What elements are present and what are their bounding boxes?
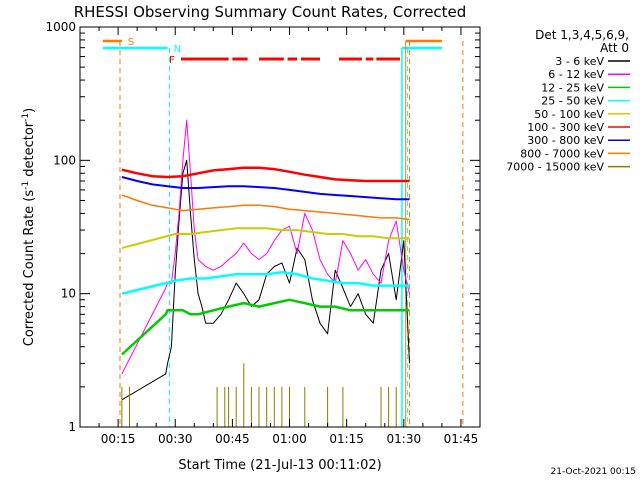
x-axis: 00:15 00:30 00:45 01:00 01:15 01:30 01:45 — [79, 27, 481, 446]
y-axis: 1 10 100 1000 — [45, 20, 480, 434]
x-tick-label: 01:00 — [272, 432, 307, 446]
series-line-8 — [121, 363, 397, 427]
series-line-7 — [121, 194, 410, 221]
chart-title: RHESSI Observing Summary Count Rates, Co… — [74, 3, 467, 21]
x-axis-label: Start Time (21-Jul-13 00:11:02) — [178, 458, 381, 473]
series-line-2 — [121, 298, 410, 356]
y-tick-label: 1000 — [45, 20, 76, 34]
y-tick-label: 1 — [68, 420, 76, 434]
series-line-4 — [121, 227, 410, 249]
legend-header-attenuator: Att 0 — [600, 41, 629, 55]
legend-label: 3 - 6 keV — [555, 55, 604, 68]
legend-label: 50 - 100 keV — [534, 108, 604, 121]
y-tick-label: 10 — [61, 287, 76, 301]
y-axis-label: Corrected Count Rate (s-1 detector-1) — [21, 108, 37, 346]
annotation-layer: S NF — [102, 37, 464, 427]
legend-label: 6 - 12 keV — [548, 68, 604, 81]
legend-header-detectors: Det 1,3,4,5,6,9, — [535, 28, 629, 42]
series-layer — [121, 119, 410, 427]
legend-label: 800 - 7000 keV — [520, 147, 604, 160]
series-line-6 — [121, 176, 410, 201]
flare-label: F — [169, 55, 175, 66]
series-line-1 — [121, 119, 410, 375]
saa-label: S — [128, 37, 134, 48]
footer-timestamp: 21-Oct-2021 00:15 — [551, 467, 636, 477]
night-label: N — [174, 44, 181, 55]
y-tick-label: 100 — [53, 153, 76, 167]
series-line-0 — [121, 159, 410, 401]
legend-label: 100 - 300 keV — [527, 121, 604, 134]
legend-label: 300 - 800 keV — [527, 134, 604, 147]
x-tick-label: 01:15 — [329, 432, 364, 446]
legend-label: 7000 - 15000 keV — [506, 161, 604, 174]
plot-frame — [79, 26, 481, 428]
legend-label: 12 - 25 keV — [541, 81, 604, 94]
series-line-5 — [121, 166, 410, 183]
x-tick-label: 00:15 — [101, 432, 136, 446]
x-tick-label: 00:45 — [215, 432, 250, 446]
legend-label: 25 - 50 keV — [541, 95, 604, 108]
series-line-3 — [121, 270, 410, 295]
x-tick-label: 01:30 — [387, 432, 422, 446]
x-tick-label: 00:30 — [158, 432, 193, 446]
x-tick-label: 01:45 — [444, 432, 479, 446]
